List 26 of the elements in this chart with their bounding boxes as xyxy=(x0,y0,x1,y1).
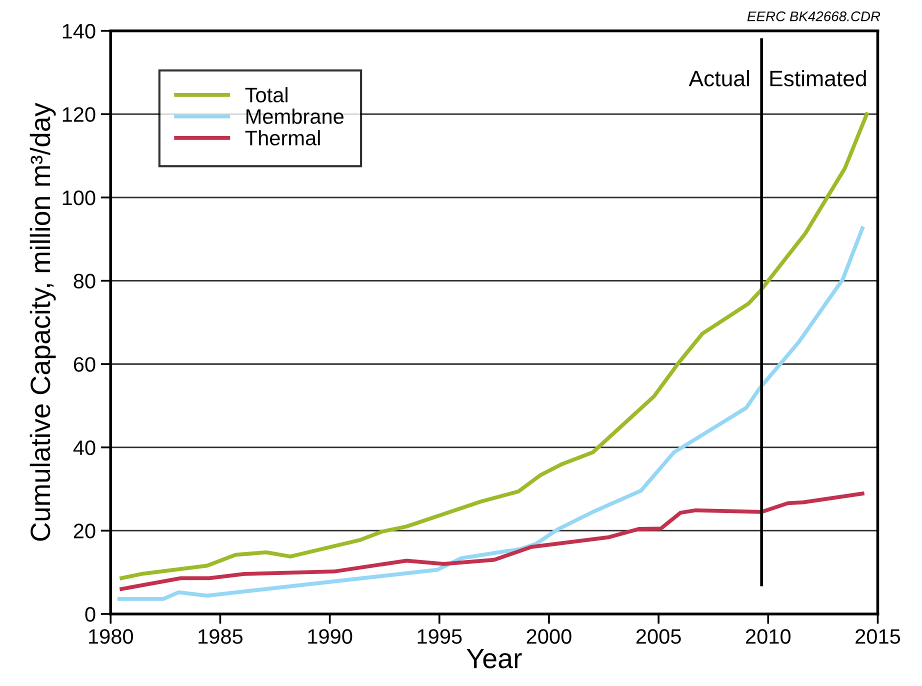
x-tick-label: 2005 xyxy=(636,629,681,644)
x-tick-label: 1990 xyxy=(308,629,352,644)
y-tick-label: 0 xyxy=(85,606,96,622)
y-tick-label: 100 xyxy=(62,190,96,206)
x-tick-label: 1985 xyxy=(198,629,243,644)
text: EERC BK42668.CDR xyxy=(747,11,880,22)
x-tick-label: 1980 xyxy=(89,629,133,644)
y-tick-label: 20 xyxy=(74,524,96,538)
legend-label: Thermal xyxy=(245,130,320,146)
y-tick-label: 140 xyxy=(62,24,96,39)
y-tick-label: 120 xyxy=(62,107,96,122)
y-tick-label: 40 xyxy=(73,440,96,456)
x-tick-label: 1995 xyxy=(418,629,462,644)
y-tick-label: 60 xyxy=(74,357,96,372)
legend-label: Membrane xyxy=(246,108,344,124)
annotation: Actual xyxy=(688,70,749,86)
x-tick-label: 2010 xyxy=(746,629,791,644)
x-tick-label: 2015 xyxy=(856,629,900,644)
x-tick-label: 2000 xyxy=(526,629,572,644)
line-series xyxy=(117,226,864,601)
y-axis-title: Cumulative Capacity, million m³/day xyxy=(30,102,56,541)
y-tick-label: 80 xyxy=(74,274,96,289)
line-series xyxy=(120,492,864,591)
x-axis-title: Year xyxy=(466,648,522,668)
legend-label: Total xyxy=(245,87,288,102)
annotation: Estimated xyxy=(770,70,866,86)
